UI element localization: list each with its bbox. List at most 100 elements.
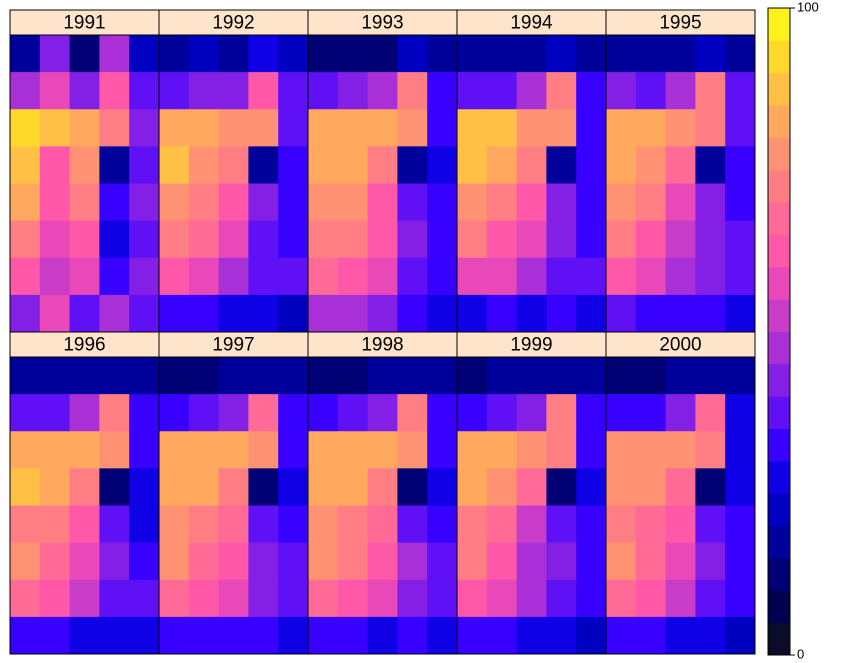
cell bbox=[129, 183, 160, 222]
cell bbox=[278, 468, 309, 506]
panel: 1993 bbox=[307, 9, 458, 333]
strip bbox=[605, 9, 756, 36]
cell bbox=[427, 579, 458, 618]
cell bbox=[635, 579, 667, 618]
cell bbox=[248, 294, 279, 333]
cell bbox=[576, 616, 607, 655]
strip bbox=[307, 331, 458, 358]
cell bbox=[278, 35, 309, 73]
cell bbox=[546, 183, 577, 222]
colorkey-band bbox=[768, 266, 790, 300]
cell bbox=[606, 431, 637, 469]
cell bbox=[546, 35, 577, 73]
panel-title: 1998 bbox=[361, 335, 403, 356]
cell bbox=[337, 468, 369, 506]
cell bbox=[99, 294, 130, 333]
cell bbox=[99, 357, 130, 395]
cell bbox=[457, 431, 488, 469]
cell bbox=[188, 542, 220, 581]
cell bbox=[129, 431, 160, 469]
cell bbox=[457, 505, 488, 544]
panel: 1992 bbox=[158, 9, 309, 333]
cell bbox=[576, 394, 607, 432]
colorkey-band bbox=[768, 72, 790, 106]
panel: 2000 bbox=[605, 331, 756, 655]
cell bbox=[129, 257, 160, 296]
cell bbox=[278, 183, 309, 222]
cell bbox=[39, 146, 71, 184]
cell bbox=[486, 468, 518, 506]
cell bbox=[516, 294, 547, 333]
cell bbox=[695, 220, 726, 259]
cell bbox=[218, 542, 249, 581]
cell bbox=[397, 431, 428, 469]
cell bbox=[69, 183, 100, 222]
cell bbox=[99, 257, 130, 296]
cell bbox=[457, 35, 488, 73]
cell bbox=[576, 35, 607, 73]
cell bbox=[39, 109, 71, 147]
colorkey-band bbox=[768, 331, 790, 365]
cell bbox=[635, 616, 667, 655]
cell bbox=[546, 431, 577, 469]
panel: 1994 bbox=[456, 9, 607, 333]
colorkey-band bbox=[768, 169, 790, 203]
cell bbox=[576, 146, 607, 184]
cell bbox=[159, 109, 190, 147]
cell bbox=[10, 468, 41, 506]
cell bbox=[248, 505, 279, 544]
cell bbox=[695, 579, 726, 618]
cell bbox=[278, 542, 309, 581]
cell bbox=[635, 468, 667, 506]
cell bbox=[606, 183, 637, 222]
cell bbox=[665, 579, 696, 618]
cell bbox=[159, 616, 190, 655]
cell bbox=[10, 72, 41, 110]
colorkey-band bbox=[768, 363, 790, 397]
cell bbox=[248, 220, 279, 259]
cell bbox=[397, 220, 428, 259]
cell bbox=[159, 394, 190, 432]
cell bbox=[39, 183, 71, 222]
cell bbox=[188, 72, 220, 110]
cell bbox=[337, 183, 369, 222]
cell bbox=[546, 616, 577, 655]
cell bbox=[665, 616, 696, 655]
cell bbox=[188, 505, 220, 544]
cell bbox=[725, 72, 756, 110]
cell bbox=[486, 35, 518, 73]
cell bbox=[725, 220, 756, 259]
cell bbox=[99, 542, 130, 581]
cell bbox=[725, 109, 756, 147]
cell bbox=[516, 146, 547, 184]
cell bbox=[397, 505, 428, 544]
cell bbox=[248, 109, 279, 147]
cell bbox=[248, 394, 279, 432]
cell bbox=[159, 505, 190, 544]
strip bbox=[9, 331, 160, 358]
cell bbox=[69, 542, 100, 581]
cell bbox=[367, 394, 398, 432]
cell bbox=[367, 72, 398, 110]
cell bbox=[129, 294, 160, 333]
cell bbox=[99, 616, 130, 655]
cell bbox=[129, 72, 160, 110]
colorkey-band bbox=[768, 525, 790, 559]
cell bbox=[665, 257, 696, 296]
colorkey-band bbox=[768, 105, 790, 138]
cell bbox=[457, 357, 488, 395]
cell bbox=[308, 257, 339, 296]
cell bbox=[278, 220, 309, 259]
cell bbox=[546, 542, 577, 581]
cell bbox=[486, 579, 518, 618]
cell bbox=[665, 542, 696, 581]
cell bbox=[397, 542, 428, 581]
cell bbox=[99, 72, 130, 110]
cell bbox=[606, 294, 637, 333]
cell bbox=[248, 468, 279, 506]
cell bbox=[188, 109, 220, 147]
cell bbox=[308, 35, 339, 73]
cell bbox=[129, 616, 160, 655]
cell bbox=[10, 294, 41, 333]
cell bbox=[397, 294, 428, 333]
